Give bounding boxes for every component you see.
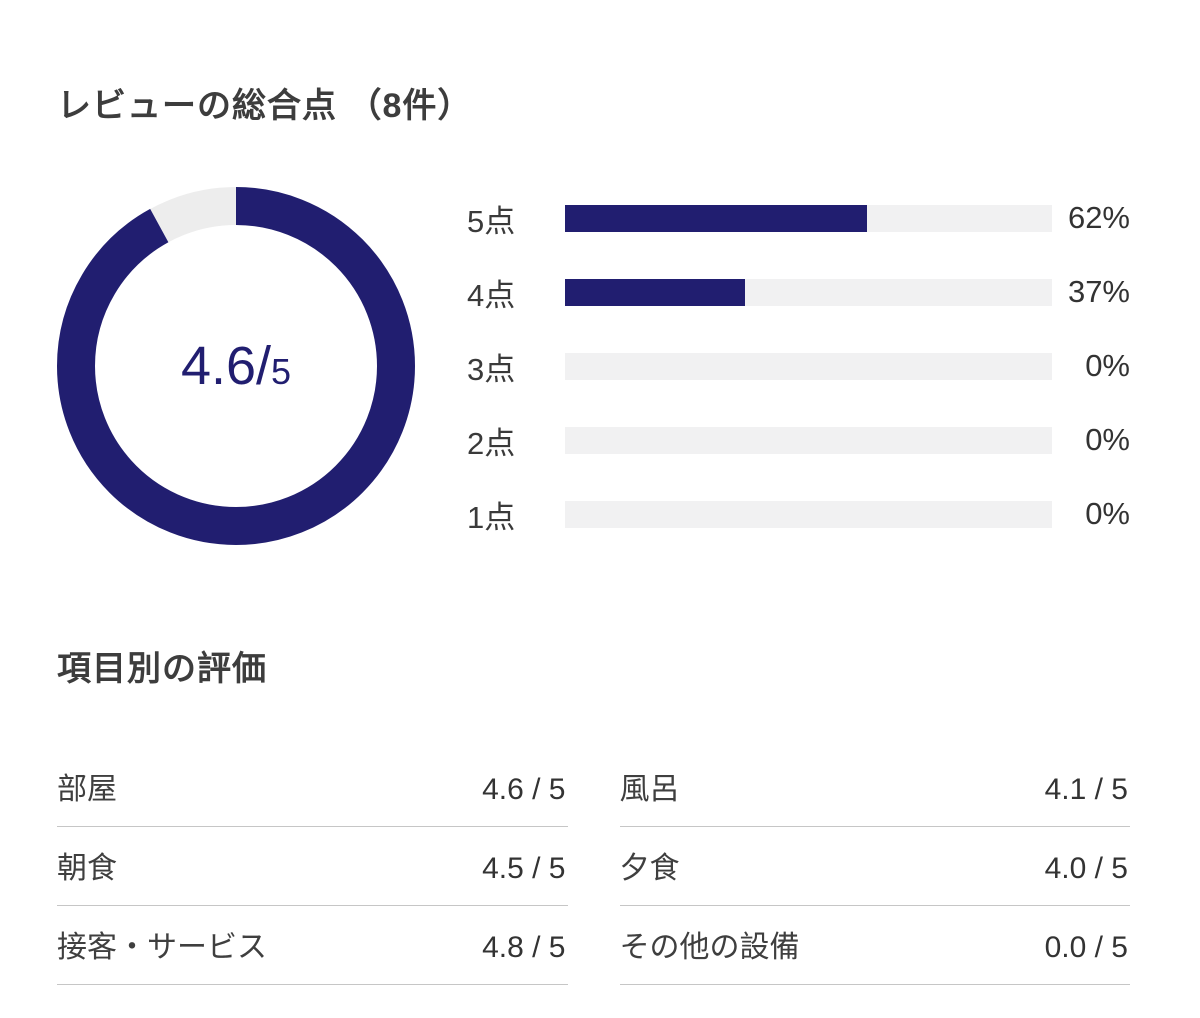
category-row: 夕食 4.0 / 5 — [619, 827, 1130, 906]
dist-row-label: 2点 — [467, 425, 516, 461]
category-label: 夕食 — [619, 852, 680, 885]
category-value: 4.5 / 5 — [482, 852, 566, 885]
category-label: 接客・サービス — [57, 931, 267, 964]
category-label: 風呂 — [619, 773, 680, 806]
category-row: 部屋 4.6 / 5 — [57, 748, 568, 827]
dist-row-percent: 0% — [1085, 422, 1130, 457]
category-label: 朝食 — [57, 852, 117, 885]
dist-bar-track — [565, 278, 1052, 306]
dist-row-label: 4点 — [467, 277, 516, 313]
category-value: 4.1 / 5 — [1044, 773, 1128, 806]
category-value: 4.6 / 5 — [482, 773, 566, 806]
distribution-list: 5点 62% 4点 37% 3点 0% 2点 0% 1点 0% — [467, 187, 1130, 545]
dist-row-label: 1点 — [467, 499, 516, 535]
category-column-left: 部屋 4.6 / 5 朝食 4.5 / 5 接客・サービス 4.8 / 5 — [57, 748, 568, 985]
dist-row-label: 5点 — [467, 203, 516, 239]
dist-bar-fill — [565, 278, 746, 306]
category-value: 0.0 / 5 — [1044, 931, 1128, 964]
overall-score-donut: 4.6 / 5 — [57, 187, 415, 545]
distribution-row: 5点 62% — [467, 200, 1130, 239]
dist-row-percent: 62% — [1067, 200, 1130, 235]
dist-bar-track — [565, 352, 1052, 380]
category-ratings-title: 項目別の評価 — [57, 650, 267, 688]
dist-row-percent: 37% — [1067, 274, 1130, 309]
category-row: 接客・サービス 4.8 / 5 — [57, 906, 568, 985]
dist-bar-track — [565, 500, 1052, 528]
overall-score-text: 4.6 / 5 — [181, 335, 291, 397]
distribution-row: 1点 0% — [467, 496, 1130, 535]
dist-row-label: 3点 — [467, 351, 516, 387]
dist-bar-track — [565, 204, 1052, 232]
donut-fill — [57, 187, 415, 545]
review-overview: 4.6 / 5 5点 62% 4点 37% 3点 0% 2点 — [57, 187, 1130, 545]
category-value: 4.8 / 5 — [482, 931, 566, 964]
overall-score: 4.6 / 5 — [57, 187, 415, 545]
donut-chart-svg — [57, 187, 415, 545]
score-value: 4.6 — [180, 336, 257, 396]
dist-row-percent: 0% — [1085, 496, 1130, 531]
distribution-row: 2点 0% — [467, 422, 1130, 461]
score-separator: / — [256, 336, 272, 396]
category-value: 4.0 / 5 — [1044, 852, 1128, 885]
category-label: その他の設備 — [619, 931, 800, 964]
distribution-row: 4点 37% — [467, 274, 1130, 313]
dist-bar-track — [565, 426, 1052, 454]
category-column-right: 風呂 4.1 / 5 夕食 4.0 / 5 その他の設備 0.0 / 5 — [619, 748, 1130, 985]
category-label: 部屋 — [57, 773, 117, 806]
review-summary-page: レビューの総合点 （8件） 4.6 / 5 5点 62% 4点 — [57, 78, 1130, 985]
category-ratings: 部屋 4.6 / 5 朝食 4.5 / 5 接客・サービス 4.8 / 5 風呂… — [57, 748, 1130, 985]
review-summary-title: レビューの総合点 （8件） — [57, 87, 473, 125]
category-row: その他の設備 0.0 / 5 — [619, 906, 1130, 985]
score-max: 5 — [271, 351, 292, 392]
category-row: 風呂 4.1 / 5 — [619, 748, 1130, 827]
distribution-row: 3点 0% — [467, 348, 1130, 387]
dist-bar-fill — [565, 204, 867, 232]
dist-row-percent: 0% — [1085, 348, 1130, 383]
category-row: 朝食 4.5 / 5 — [57, 827, 568, 906]
